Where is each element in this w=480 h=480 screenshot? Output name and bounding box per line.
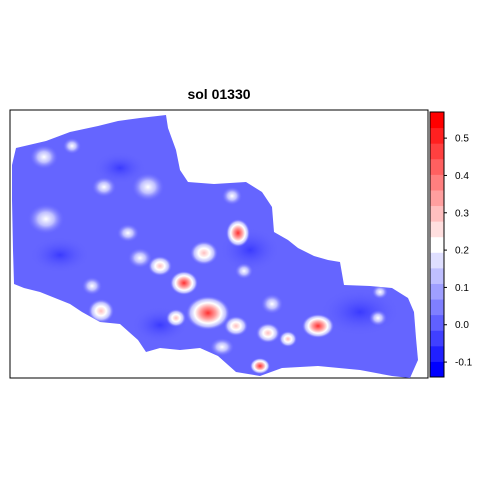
- colorbar-tick-label: -0.1: [455, 358, 473, 369]
- colorbar-swatch: [430, 127, 444, 144]
- colorbar-swatch: [430, 330, 444, 347]
- hotspot: [235, 263, 253, 279]
- hotspot: [63, 138, 81, 154]
- hotspot: [369, 310, 387, 326]
- hotspot: [88, 299, 114, 323]
- hotspot: [190, 241, 218, 265]
- colorbar-swatch: [430, 221, 444, 238]
- low-value-zone: [30, 237, 90, 273]
- hotspot: [261, 294, 283, 314]
- hotspot: [148, 256, 172, 276]
- hotspot: [186, 296, 230, 330]
- colorbar-swatch: [430, 174, 444, 191]
- colorbar-swatch: [430, 299, 444, 316]
- hotspot: [82, 277, 102, 295]
- map-title: sol 01330: [187, 86, 251, 102]
- hotspot: [92, 177, 116, 197]
- colorbar-swatch: [430, 158, 444, 175]
- colorbar-swatch: [430, 112, 444, 129]
- colorbar-swatch: [430, 361, 444, 378]
- colorbar-swatch: [430, 283, 444, 300]
- hotspot: [128, 248, 152, 268]
- colorbar-tick-label: 0.4: [455, 171, 469, 182]
- hotspot: [222, 187, 242, 205]
- hotspot: [224, 316, 248, 336]
- hotspot: [302, 314, 334, 338]
- colorbar-tick-label: 0.5: [455, 134, 469, 145]
- colorbar-tick-label: 0.0: [455, 320, 469, 331]
- colorbar-swatch: [430, 143, 444, 160]
- colorbar-swatch: [430, 314, 444, 331]
- colorbar-swatch: [430, 252, 444, 269]
- hotspot: [279, 331, 297, 347]
- low-value-zone: [94, 152, 146, 184]
- hotspot: [28, 204, 64, 234]
- hotspot: [166, 309, 186, 327]
- hotspot: [132, 173, 164, 201]
- colorbar-swatch: [430, 345, 444, 362]
- colorbar-swatch: [430, 205, 444, 222]
- colorbar: 0.5 0.4 0.3 0.2 0.1 0.0 -0.1: [429, 111, 473, 378]
- hotspot: [170, 271, 198, 295]
- hotspot: [372, 285, 388, 299]
- hotspot: [250, 358, 270, 374]
- colorbar-swatch: [430, 236, 444, 253]
- hotspot: [30, 145, 58, 169]
- hotspot: [226, 219, 250, 247]
- hotspot: [256, 323, 280, 343]
- colorbar-tick-label: 0.1: [455, 283, 469, 294]
- hotspot: [117, 224, 139, 242]
- hotspot: [210, 338, 234, 356]
- colorbar-tick-label: 0.3: [455, 208, 469, 219]
- colorbar-swatch: [430, 189, 444, 207]
- colorbar-frame: [429, 111, 445, 378]
- colorbar-tick-label: 0.2: [455, 246, 469, 257]
- colorbar-swatch: [430, 267, 444, 284]
